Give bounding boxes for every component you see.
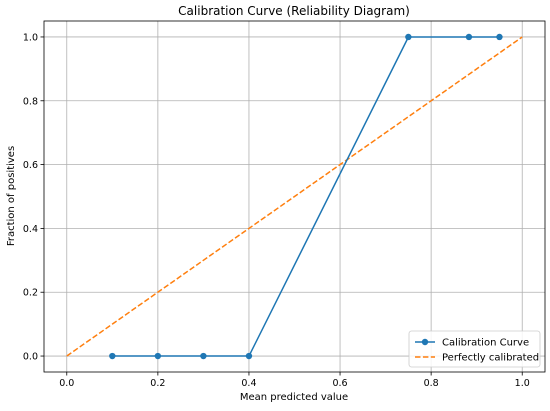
x-tick-label: 0.6: [332, 378, 347, 389]
x-axis-label: Mean predicted value: [240, 392, 348, 403]
x-tick-label: 0.4: [241, 378, 256, 389]
legend-label: Perfectly calibrated: [442, 353, 539, 364]
data-point: [200, 352, 207, 360]
series-layer: [66, 33, 523, 360]
x-tick-label: 0.8: [424, 378, 439, 389]
y-tick-label: 0.4: [23, 224, 38, 235]
data-point: [245, 352, 253, 360]
legend-marker: [421, 338, 429, 346]
y-tick-label: 0.2: [23, 288, 38, 299]
data-point: [109, 352, 116, 360]
y-tick-label: 0.0: [23, 352, 38, 363]
y-tick-label: 1.0: [23, 32, 38, 43]
legend-box: [408, 330, 541, 368]
x-tick-label: 0.2: [150, 378, 165, 389]
y-tick-label: 0.6: [23, 160, 38, 171]
data-point: [496, 33, 503, 41]
legend: Calibration Curve Perfectly calibrated: [408, 330, 541, 368]
chart-title: Calibration Curve (Reliability Diagram): [178, 4, 410, 18]
data-point: [465, 33, 473, 41]
x-tick-label: 1.0: [515, 378, 530, 389]
data-point: [405, 33, 412, 41]
x-tick-label: 0.0: [59, 378, 74, 389]
series-line-perfectly-calibrated: [66, 36, 523, 357]
grid: [44, 21, 545, 372]
data-point: [154, 352, 162, 360]
y-axis-label: Fraction of positives: [6, 146, 17, 246]
y-tick-label: 0.8: [23, 96, 38, 107]
legend-label: Calibration Curve: [442, 338, 529, 349]
ticks: 0.0 0.2 0.4 0.6 0.8 1.0 0.0 0.2 0.4 0.6 0.8 1.0: [23, 32, 530, 389]
plot-frame: [43, 20, 546, 373]
